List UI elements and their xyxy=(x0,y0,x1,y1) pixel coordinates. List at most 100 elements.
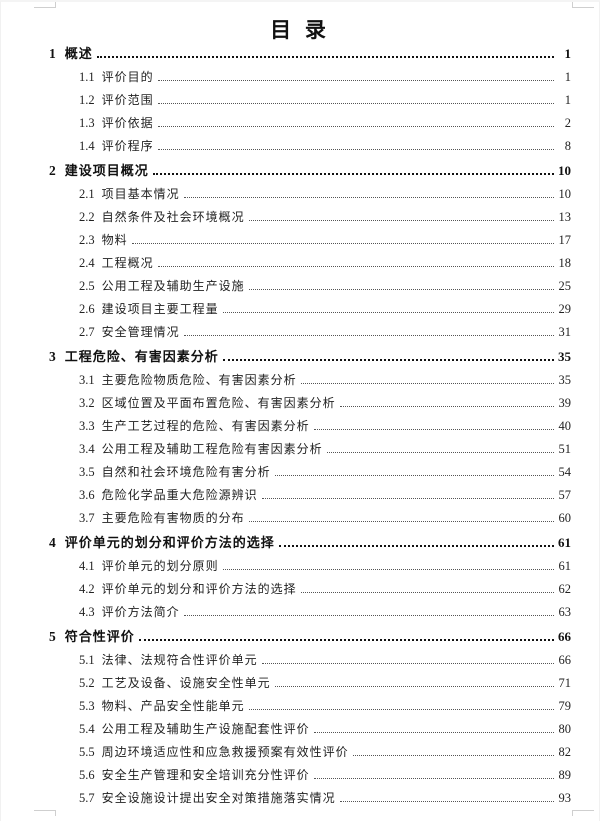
dot-leader xyxy=(222,359,554,361)
toc-subitem-row[interactable]: 4.3 评价方法简介 63 xyxy=(49,603,571,626)
dot-leader xyxy=(339,406,554,407)
toc-subitem-row[interactable]: 2.3 物料 17 xyxy=(49,231,571,254)
toc-entry-label: 项目基本情况 xyxy=(101,187,180,201)
toc-entry-label: 评价目的 xyxy=(101,70,154,84)
toc-chapter-row[interactable]: 5 符合性评价 66 xyxy=(49,626,571,651)
toc-entry-number: 5.5 xyxy=(79,745,95,759)
toc-subitem-row[interactable]: 3.6 危险化学品重大危险源辨识 57 xyxy=(49,486,571,509)
toc-entry-label: 工程危险、有害因素分析 xyxy=(64,349,219,364)
toc-subitem-row[interactable]: 4.2 评价单元的划分和评价方法的选择 62 xyxy=(49,580,571,603)
toc-entry-page: 17 xyxy=(558,233,572,247)
toc-entry-number: 2.3 xyxy=(79,233,95,247)
toc-entry-number: 1 xyxy=(49,46,56,61)
toc-chapter-row[interactable]: 2 建设项目概况 10 xyxy=(49,160,571,185)
toc-entry-page: 71 xyxy=(558,676,572,690)
dot-leader xyxy=(222,312,554,313)
toc-subitem-row[interactable]: 5.5 周边环境适应性和应急救援预案有效性评价 82 xyxy=(49,743,571,766)
toc-entry-label: 法律、法规符合性评价单元 xyxy=(101,653,258,667)
toc-entry-label: 安全生产管理和安全培训充分性评价 xyxy=(101,768,310,782)
dot-leader xyxy=(152,173,554,175)
toc-entry-page: 10 xyxy=(558,187,572,201)
toc-subitem-row[interactable]: 5.2 工艺及设备、设施安全性单元 71 xyxy=(49,674,571,697)
toc-subitem-row[interactable]: 2.5 公用工程及辅助生产设施 25 xyxy=(49,277,571,300)
toc-entry-label: 评价范围 xyxy=(101,93,154,107)
toc-subitem-row[interactable]: 2.6 建设项目主要工程量 29 xyxy=(49,300,571,323)
toc-entry-number: 2.4 xyxy=(79,256,95,270)
toc-subitem-row[interactable]: 4.1 评价单元的划分原则 61 xyxy=(49,557,571,580)
toc-subitem-row[interactable]: 1.4 评价程序 8 xyxy=(49,137,571,160)
toc-subitem-row[interactable]: 1.1 评价目的 1 xyxy=(49,68,571,91)
toc-entry-number: 1.1 xyxy=(79,70,95,84)
toc-entry-number: 3.5 xyxy=(79,465,95,479)
toc-subitem-row[interactable]: 3.4 公用工程及辅助工程危险有害因素分析 51 xyxy=(49,440,571,463)
toc-entry-number: 3.2 xyxy=(79,396,95,410)
toc-subitem-row[interactable]: 2.2 自然条件及社会环境概况 13 xyxy=(49,208,571,231)
toc-entry-page: 63 xyxy=(558,605,572,619)
toc-entry-number: 5.2 xyxy=(79,676,95,690)
dot-leader xyxy=(248,521,554,522)
toc-subitem-row[interactable]: 3.7 主要危险有害物质的分布 60 xyxy=(49,509,571,532)
toc-subitem-row[interactable]: 2.7 安全管理情况 31 xyxy=(49,323,571,346)
toc-entry-number: 5.7 xyxy=(79,791,95,805)
toc-entry-page: 54 xyxy=(558,465,572,479)
dot-leader xyxy=(183,197,554,198)
dot-leader xyxy=(278,545,554,547)
toc-subitem-row[interactable]: 5.7 安全设施设计提出安全对策措施落实情况 93 xyxy=(49,789,571,812)
toc-entry-number: 3.6 xyxy=(79,488,95,502)
toc-subitem-row[interactable]: 1.3 评价依据 2 xyxy=(49,114,571,137)
toc-entry-label: 公用工程及辅助生产设施配套性评价 xyxy=(101,722,310,736)
toc-entry-page: 79 xyxy=(558,699,572,713)
dot-leader xyxy=(157,103,554,104)
dot-leader xyxy=(131,243,554,244)
dot-leader xyxy=(300,592,554,593)
toc-entry-label: 评价方法简介 xyxy=(101,605,180,619)
toc-entry-page: 40 xyxy=(558,419,572,433)
toc-entry-page: 80 xyxy=(558,722,572,736)
toc-chapter-row[interactable]: 1 概述 1 xyxy=(49,43,571,68)
toc-entry-page: 93 xyxy=(558,791,572,805)
toc-entry-number: 3.3 xyxy=(79,419,95,433)
toc-subitem-row[interactable]: 5.6 安全生产管理和安全培训充分性评价 89 xyxy=(49,766,571,789)
dot-leader xyxy=(248,289,554,290)
toc-subitem-row[interactable]: 1.2 评价范围 1 xyxy=(49,91,571,114)
toc-entry-number: 3 xyxy=(49,349,56,364)
toc-subitem-row[interactable]: 5.3 物料、产品安全性能单元 79 xyxy=(49,697,571,720)
toc-entry-page: 2 xyxy=(564,116,571,130)
dot-leader xyxy=(183,615,554,616)
toc-entry-page: 1 xyxy=(564,70,571,84)
toc-entry-label: 安全管理情况 xyxy=(101,325,180,339)
toc-entry-label: 工艺及设备、设施安全性单元 xyxy=(101,676,271,690)
toc-entry-label: 评价单元的划分和评价方法的选择 xyxy=(64,535,275,550)
toc-entry-page: 66 xyxy=(558,629,571,644)
toc-chapter-row[interactable]: 4 评价单元的划分和评价方法的选择 61 xyxy=(49,532,571,557)
toc-entry-label: 公用工程及辅助生产设施 xyxy=(101,279,245,293)
dot-leader xyxy=(157,149,554,150)
toc-subitem-row[interactable]: 5.4 公用工程及辅助生产设施配套性评价 80 xyxy=(49,720,571,743)
toc-subitem-row[interactable]: 3.2 区域位置及平面布置危险、有害因素分析 39 xyxy=(49,394,571,417)
toc-entry-page: 29 xyxy=(558,302,572,316)
toc-subitem-row[interactable]: 5.1 法律、法规符合性评价单元 66 xyxy=(49,651,571,674)
toc-entry-page: 8 xyxy=(564,139,571,153)
toc-entry-label: 评价单元的划分原则 xyxy=(101,559,219,573)
dot-leader xyxy=(313,429,554,430)
toc-entry-page: 82 xyxy=(558,745,572,759)
dot-leader xyxy=(326,452,554,453)
toc-entry-label: 自然和社会环境危险有害分析 xyxy=(101,465,271,479)
toc-entry-page: 60 xyxy=(558,511,572,525)
toc-entry-number: 3.4 xyxy=(79,442,95,456)
toc-chapter-row[interactable]: 3 工程危险、有害因素分析 35 xyxy=(49,346,571,371)
toc-entry-number: 2.2 xyxy=(79,210,95,224)
toc-entry-label: 物料、产品安全性能单元 xyxy=(101,699,245,713)
toc-entry-label: 物料 xyxy=(101,233,128,247)
toc-subitem-row[interactable]: 2.1 项目基本情况 10 xyxy=(49,185,571,208)
toc-entry-label: 公用工程及辅助工程危险有害因素分析 xyxy=(101,442,323,456)
toc-subitem-row[interactable]: 3.1 主要危险物质危险、有害因素分析 35 xyxy=(49,371,571,394)
dot-leader xyxy=(157,266,554,267)
toc-entry-number: 1.2 xyxy=(79,93,95,107)
toc-subitem-row[interactable]: 3.5 自然和社会环境危险有害分析 54 xyxy=(49,463,571,486)
toc-subitem-row[interactable]: 2.4 工程概况 18 xyxy=(49,254,571,277)
dot-leader xyxy=(339,801,554,802)
toc-entry-page: 89 xyxy=(558,768,572,782)
toc-subitem-row[interactable]: 3.3 生产工艺过程的危险、有害因素分析 40 xyxy=(49,417,571,440)
